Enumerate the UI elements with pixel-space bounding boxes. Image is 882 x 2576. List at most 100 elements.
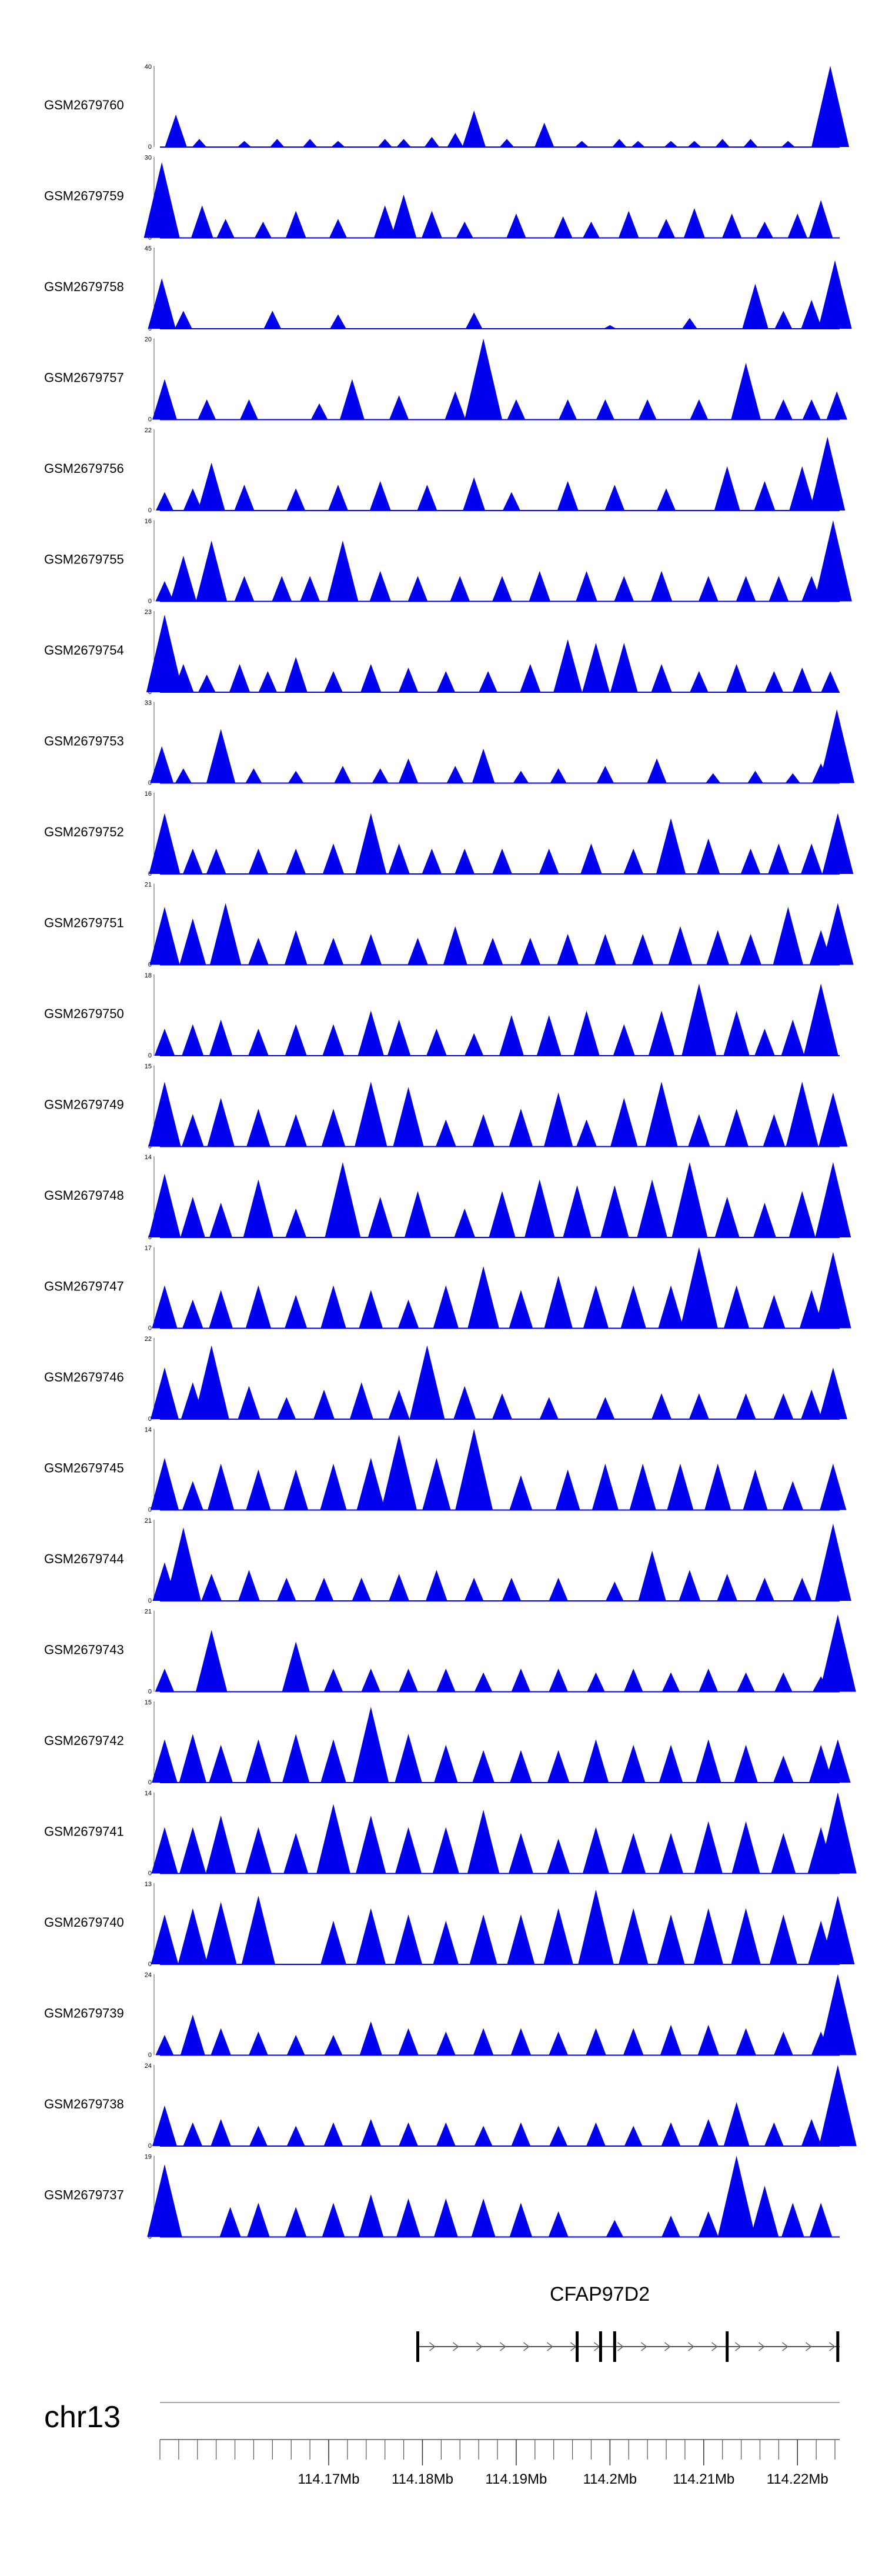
peak <box>742 283 769 329</box>
peak <box>473 2028 494 2056</box>
peak <box>614 576 634 602</box>
peak <box>661 2122 681 2146</box>
peak <box>360 2119 382 2146</box>
peak <box>543 1908 573 1964</box>
peak <box>469 1914 497 1964</box>
peak <box>603 325 617 329</box>
track-label: GSM2679742 <box>44 1733 124 1748</box>
peak <box>520 664 541 692</box>
peak <box>688 1114 710 1147</box>
peak <box>731 1908 761 1964</box>
peak <box>320 1920 346 1964</box>
y-tick-zero: 0 <box>148 2143 152 2150</box>
track-GSM2679740: GSM2679740 13 0 <box>44 1881 855 1968</box>
peak <box>143 162 180 238</box>
peak <box>818 1367 847 1419</box>
peak <box>492 848 512 874</box>
peak <box>781 2203 804 2237</box>
peak <box>667 1463 694 1510</box>
track-label: GSM2679760 <box>44 98 124 112</box>
peak <box>165 1527 201 1601</box>
peak <box>388 1389 410 1419</box>
peak <box>148 1173 181 1237</box>
peak <box>246 1109 270 1147</box>
peak <box>509 2203 533 2237</box>
peak <box>723 1285 750 1329</box>
peak <box>574 141 589 147</box>
peak <box>245 1285 272 1329</box>
peak <box>763 1114 786 1147</box>
peak <box>586 2122 606 2146</box>
peak <box>557 933 579 965</box>
track-GSM2679750: GSM2679750 18 0 <box>44 972 840 1059</box>
peak <box>285 2207 307 2237</box>
peak <box>245 1739 272 1783</box>
track-label: GSM2679739 <box>44 2006 124 2021</box>
peak <box>510 1750 532 1783</box>
peak <box>407 937 428 965</box>
peak <box>789 1191 816 1237</box>
y-tick-max: 21 <box>145 1609 152 1616</box>
peak <box>286 488 306 510</box>
peak <box>152 1739 178 1783</box>
y-tick-zero: 0 <box>148 1779 152 1786</box>
peak <box>313 1389 335 1419</box>
track-GSM2679744: GSM2679744 21 0 <box>44 1517 851 1604</box>
peak <box>456 221 473 238</box>
peak <box>474 1672 493 1692</box>
peak <box>771 1833 796 1874</box>
peak <box>356 1457 385 1510</box>
y-tick-max: 19 <box>145 2154 152 2161</box>
peak <box>559 399 577 420</box>
peak <box>662 1672 680 1692</box>
track-label: GSM2679741 <box>44 1824 124 1839</box>
peak <box>697 838 720 874</box>
peak <box>774 311 793 329</box>
peak <box>573 1010 600 1056</box>
peak <box>696 1739 721 1783</box>
peak <box>191 205 213 238</box>
y-tick-max: 20 <box>145 336 152 343</box>
peak <box>582 643 610 692</box>
peak <box>146 615 183 692</box>
peak <box>801 1389 823 1419</box>
peak <box>509 1475 533 1510</box>
peak <box>174 311 192 329</box>
track-label: GSM2679737 <box>44 2188 124 2203</box>
peak <box>499 1015 524 1056</box>
peak <box>604 485 625 510</box>
peak <box>638 399 657 420</box>
peak <box>787 213 807 238</box>
peak <box>201 1574 222 1601</box>
strand-arrow <box>806 2342 812 2351</box>
peak <box>694 1821 723 1874</box>
track-label: GSM2679758 <box>44 279 124 294</box>
peak <box>690 399 709 420</box>
track-label: GSM2679759 <box>44 189 124 203</box>
peak <box>387 1019 411 1056</box>
peak <box>631 141 645 147</box>
strand-arrow <box>664 2342 671 2351</box>
y-tick-zero: 0 <box>148 1507 152 1514</box>
peak <box>647 758 667 783</box>
y-tick-zero: 0 <box>148 1325 152 1332</box>
peak <box>150 1367 179 1419</box>
peak <box>811 66 850 147</box>
peak <box>321 1109 346 1147</box>
y-tick-zero: 0 <box>148 780 152 787</box>
peak <box>229 664 250 692</box>
peak <box>286 848 306 874</box>
track-GSM2679757: GSM2679757 20 0 <box>44 336 847 423</box>
peak <box>818 1092 848 1147</box>
peak <box>723 1010 750 1056</box>
peak <box>818 1792 857 1874</box>
peak <box>151 1827 178 1874</box>
peak <box>417 485 437 510</box>
peak <box>623 2028 644 2056</box>
peak <box>398 758 419 783</box>
peak <box>544 1276 573 1329</box>
peak <box>152 1285 178 1329</box>
peak <box>198 462 225 510</box>
peak <box>285 1024 307 1056</box>
peak <box>152 379 177 420</box>
